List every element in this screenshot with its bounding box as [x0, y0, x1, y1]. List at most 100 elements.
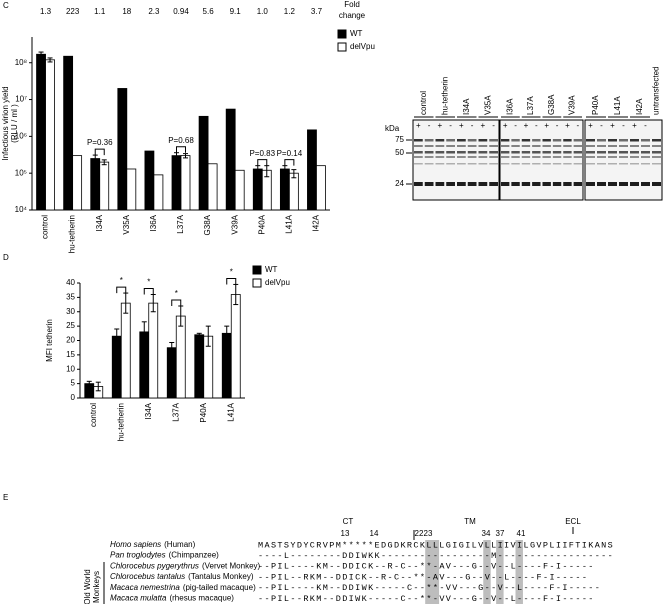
error-bar	[47, 57, 53, 63]
error-bar	[101, 159, 107, 166]
bracket	[284, 159, 295, 166]
y-tick-label: 10	[66, 364, 75, 373]
bracket	[116, 286, 127, 294]
blot-band	[586, 156, 595, 158]
sequence: --PIL--RKM--DDICK--R-C--**-AV---G--V--L-…	[258, 572, 587, 582]
x-tick-label: I34A	[144, 402, 153, 419]
fold-change: 18	[122, 7, 131, 16]
blot-band	[414, 182, 423, 186]
position-label: 14	[370, 529, 379, 538]
bar	[180, 155, 191, 211]
sequence: --PIL----KM--DDICK--R-C--**-AV---G--V--L…	[258, 562, 593, 572]
blot-band	[424, 139, 434, 142]
blot-band	[478, 145, 488, 147]
lane-label: L37A	[526, 96, 535, 115]
lane-sign: -	[622, 121, 625, 130]
region-label: CT	[343, 517, 354, 526]
blot-band	[457, 182, 466, 186]
blot-band	[652, 151, 661, 154]
bar	[36, 53, 46, 211]
blot-band	[467, 139, 477, 142]
blot-band	[501, 156, 510, 158]
blot-band	[532, 151, 541, 154]
blot-band	[467, 145, 477, 147]
blot-band	[532, 145, 541, 147]
blot-band	[467, 151, 477, 154]
error-bar	[141, 321, 147, 343]
bar	[175, 315, 186, 399]
bracket-label: *	[120, 276, 123, 285]
blot-band	[552, 151, 562, 154]
blot-band	[501, 163, 510, 165]
blot-band	[414, 145, 423, 147]
bracket	[226, 277, 237, 285]
blot-band	[552, 145, 562, 147]
blot-band	[619, 145, 628, 147]
y-axis-label: Infectious virion yield	[1, 86, 10, 160]
blot-band	[521, 145, 531, 147]
blot-band	[424, 151, 434, 154]
panel-label: D	[3, 253, 9, 262]
legend-swatch	[252, 278, 262, 288]
y-tick-label: 10⁴	[15, 205, 28, 214]
error-bar	[38, 51, 44, 58]
bracket-label: *	[230, 268, 233, 277]
fold-change: 5.6	[203, 7, 215, 16]
y-tick-label: 25	[66, 321, 75, 330]
blot-band	[501, 151, 510, 154]
bracket-label: P=0.68	[168, 136, 194, 145]
lane-label: control	[419, 91, 428, 115]
lane-label: I34A	[462, 98, 471, 115]
bracket-label: *	[147, 278, 150, 287]
blot-band	[652, 163, 661, 165]
bar	[45, 59, 55, 211]
highlight-column	[483, 540, 491, 604]
bracket-label: P=0.14	[277, 149, 303, 158]
blot-band	[652, 182, 661, 186]
marker-label: 24	[395, 179, 404, 188]
blot-band	[511, 145, 520, 147]
blot-band	[511, 163, 520, 165]
blot-band	[597, 163, 606, 165]
bar	[279, 168, 290, 211]
lane-sign: -	[492, 121, 495, 130]
y-tick-label: 10⁵	[15, 168, 27, 177]
blot-band	[489, 163, 498, 165]
legend-swatch	[252, 265, 262, 275]
lane-label: I36A	[505, 98, 514, 115]
blot-band	[521, 156, 531, 158]
blot-band	[573, 163, 582, 165]
bar	[207, 163, 218, 211]
bar	[166, 347, 177, 399]
group-label: Monkeys	[92, 571, 101, 603]
blot-band	[532, 156, 541, 158]
blot-band	[457, 156, 466, 158]
blot-band	[586, 145, 595, 147]
blot-band	[619, 151, 628, 154]
blot-band	[652, 139, 661, 142]
blot-band	[573, 145, 582, 147]
blot-band	[532, 139, 541, 142]
blot-band	[608, 145, 617, 147]
blot-band	[552, 182, 562, 186]
blot-band	[446, 145, 455, 147]
x-tick-label: G38A	[203, 214, 212, 235]
kda-label: kDa	[385, 124, 400, 133]
region-label: ECL	[565, 517, 581, 526]
lane-sign: -	[600, 121, 603, 130]
blot-band	[424, 156, 434, 158]
blot-band	[597, 145, 606, 147]
bracket	[257, 159, 268, 166]
y-tick-label: 20	[66, 336, 75, 345]
blot-band	[446, 139, 455, 142]
blot-band	[435, 156, 445, 158]
blot-band	[630, 139, 639, 142]
legend-label: WT	[350, 29, 363, 38]
blot-band	[521, 163, 531, 165]
species-name: Macaca mulatta	[110, 594, 167, 603]
blot-band	[563, 182, 572, 186]
bracket	[94, 148, 105, 156]
blot-band	[424, 145, 434, 147]
